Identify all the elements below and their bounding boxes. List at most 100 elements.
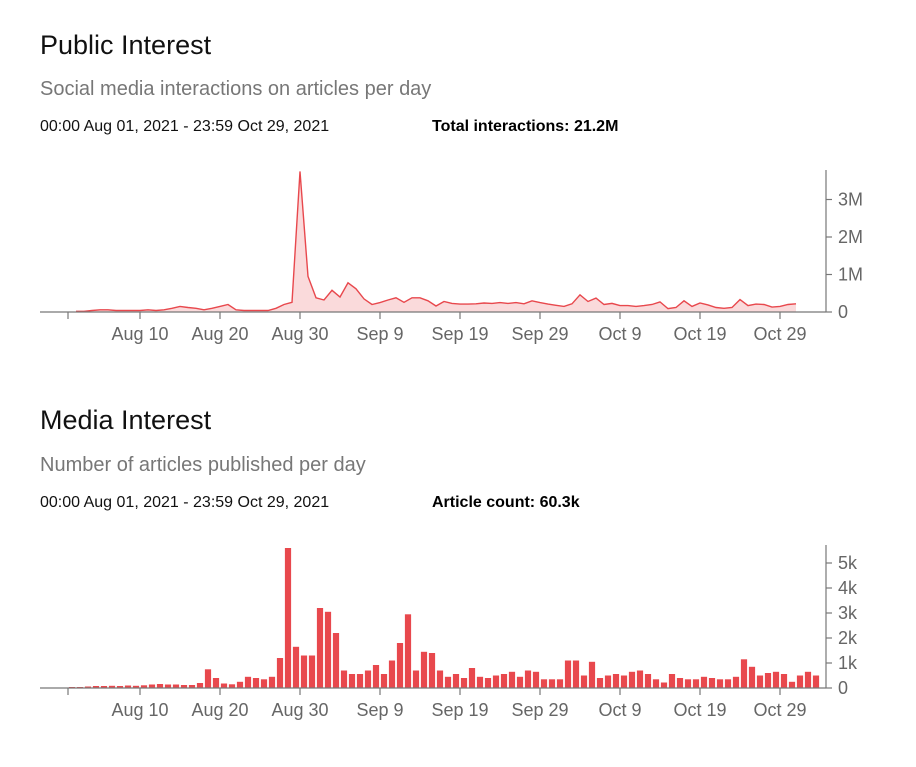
public-x-tick-label: Oct 9 bbox=[598, 324, 641, 344]
media-interest-bar bbox=[500, 674, 508, 688]
media-interest-subtitle: Number of articles published per day bbox=[40, 454, 366, 476]
media-interest-bar bbox=[324, 611, 332, 689]
media-y-tick-label: 0 bbox=[838, 678, 848, 698]
media-interest-bar bbox=[204, 669, 212, 689]
public-x-tick-label: Oct 19 bbox=[673, 324, 726, 344]
media-interest-bar bbox=[708, 678, 716, 688]
media-y-tick-label: 2k bbox=[838, 628, 858, 648]
media-interest-bar bbox=[748, 666, 756, 689]
media-interest-bar bbox=[180, 685, 188, 688]
media-x-tick-label: Oct 29 bbox=[753, 700, 806, 720]
media-interest-bar bbox=[620, 675, 628, 688]
total-interactions: Total interactions: 21.2M bbox=[432, 118, 619, 135]
media-interest-bar bbox=[740, 659, 748, 689]
media-interest-bar bbox=[588, 661, 596, 689]
media-interest-bar bbox=[388, 660, 396, 688]
media-interest-bar bbox=[524, 670, 532, 688]
media-interest-bar bbox=[780, 674, 788, 688]
media-interest-bar bbox=[236, 681, 244, 689]
media-interest-bar bbox=[92, 686, 100, 688]
media-interest-bar bbox=[148, 684, 156, 688]
media-y-tick-label: 1k bbox=[838, 653, 858, 673]
media-interest-bar bbox=[172, 684, 180, 688]
media-interest-bar bbox=[380, 674, 388, 688]
media-x-tick-label: Sep 19 bbox=[431, 700, 488, 720]
media-interest-bar bbox=[556, 679, 564, 689]
media-interest-bar bbox=[476, 676, 484, 689]
media-x-tick-label: Aug 30 bbox=[271, 700, 328, 720]
media-interest-bar bbox=[596, 678, 604, 688]
media-interest-bar bbox=[636, 670, 644, 688]
media-interest-bar bbox=[732, 676, 740, 689]
media-interest-bar bbox=[260, 679, 268, 689]
media-interest-bar bbox=[644, 674, 652, 688]
media-interest-bar bbox=[212, 678, 220, 688]
media-interest-bar bbox=[580, 675, 588, 688]
media-interest-bar bbox=[420, 651, 428, 689]
media-interest-bar bbox=[412, 670, 420, 688]
media-interest-bar bbox=[548, 679, 556, 689]
media-interest-bar bbox=[532, 671, 540, 689]
media-interest-bar bbox=[108, 685, 116, 689]
media-interest-bar bbox=[460, 678, 468, 688]
media-x-tick-label: Sep 29 bbox=[511, 700, 568, 720]
public-interest-line bbox=[76, 171, 797, 312]
media-interest-bar bbox=[692, 679, 700, 689]
media-interest-bar bbox=[140, 685, 148, 689]
media-interest-bar bbox=[572, 660, 580, 688]
media-interest-bar bbox=[364, 670, 372, 688]
public-x-tick-label: Oct 29 bbox=[753, 324, 806, 344]
public-x-tick-label: Sep 29 bbox=[511, 324, 568, 344]
public-x-tick-label: Sep 9 bbox=[356, 324, 403, 344]
media-interest-bar bbox=[652, 679, 660, 689]
media-interest-bar bbox=[372, 665, 380, 688]
media-interest-bar bbox=[788, 681, 796, 689]
media-interest-bar bbox=[308, 655, 316, 688]
media-interest-bar bbox=[612, 674, 620, 688]
public-y-tick-label: 3M bbox=[838, 190, 863, 210]
media-interest-bar bbox=[756, 675, 764, 688]
public-x-tick-label: Sep 19 bbox=[431, 324, 488, 344]
media-interest-bar bbox=[156, 684, 164, 688]
media-interest-bar bbox=[332, 633, 340, 688]
media-interest-bar bbox=[540, 679, 548, 689]
public-interest-title: Public Interest bbox=[40, 30, 212, 60]
media-interest-bar bbox=[252, 678, 260, 688]
media-interest-bar bbox=[508, 671, 516, 689]
media-interest-bar bbox=[428, 653, 436, 688]
media-interest-bar bbox=[292, 646, 300, 689]
media-x-tick-label: Oct 19 bbox=[673, 700, 726, 720]
media-interest-date-range: 00:00 Aug 01, 2021 - 23:59 Oct 29, 2021 bbox=[40, 494, 330, 511]
media-interest-bar bbox=[116, 686, 124, 688]
media-interest-bar bbox=[404, 614, 412, 689]
media-interest-bar bbox=[716, 679, 724, 689]
media-interest-bar bbox=[284, 548, 292, 688]
media-x-tick-label: Oct 9 bbox=[598, 700, 641, 720]
media-y-tick-label: 5k bbox=[838, 553, 858, 573]
media-interest-bar bbox=[468, 668, 476, 688]
media-interest-bar bbox=[604, 675, 612, 688]
media-interest-bar bbox=[356, 674, 364, 688]
media-interest-bar bbox=[564, 660, 572, 688]
media-interest-bar bbox=[300, 655, 308, 688]
media-interest-bar bbox=[268, 676, 276, 689]
media-interest-bar bbox=[244, 676, 252, 689]
media-interest-bar bbox=[796, 675, 804, 688]
media-interest-title: Media Interest bbox=[40, 405, 212, 435]
media-interest-bar bbox=[228, 684, 236, 689]
public-y-tick-label: 2M bbox=[838, 227, 863, 247]
media-x-tick-label: Sep 9 bbox=[356, 700, 403, 720]
media-interest-bar bbox=[764, 673, 772, 688]
public-interest-subtitle: Social media interactions on articles pe… bbox=[40, 78, 432, 100]
media-interest-bar bbox=[724, 679, 732, 689]
media-y-tick-label: 4k bbox=[838, 578, 858, 598]
public-interest-date-range: 00:00 Aug 01, 2021 - 23:59 Oct 29, 2021 bbox=[40, 118, 330, 135]
media-interest-bar bbox=[220, 683, 228, 688]
media-interest-bar bbox=[124, 685, 132, 688]
media-interest-bar bbox=[444, 676, 452, 689]
public-interest-area bbox=[76, 171, 796, 312]
media-x-tick-label: Aug 10 bbox=[111, 700, 168, 720]
media-interest-panel: Media Interest Number of articles publis… bbox=[0, 375, 916, 767]
media-interest-bar bbox=[676, 678, 684, 688]
media-x-tick-label: Aug 20 bbox=[191, 700, 248, 720]
